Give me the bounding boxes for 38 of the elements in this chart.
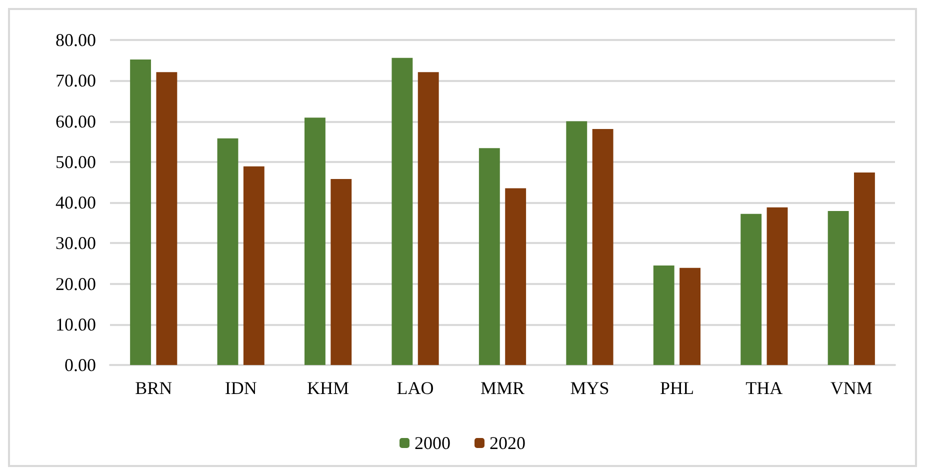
y-tick-label: 0.00 <box>64 355 96 375</box>
x-tick-label: KHM <box>307 378 350 398</box>
y-tick-label: 30.00 <box>56 233 96 254</box>
x-tick-label: BRN <box>135 378 172 398</box>
legend-label: 2020 <box>490 433 526 453</box>
y-tick-label: 40.00 <box>56 192 96 212</box>
x-tick-label: LAO <box>396 378 434 398</box>
bar <box>766 207 788 365</box>
bar <box>854 172 875 365</box>
y-tick-label: 60.00 <box>56 111 96 132</box>
bar <box>330 178 352 365</box>
bar <box>392 58 413 365</box>
bar <box>592 128 614 365</box>
x-tick-label: MMR <box>480 378 525 398</box>
bar <box>828 211 849 365</box>
bar <box>505 188 526 365</box>
legend-label: 2000 <box>414 433 450 453</box>
bar <box>156 72 178 365</box>
x-tick-label: THA <box>746 378 783 398</box>
x-tick-label: IDN <box>224 378 257 398</box>
bar <box>740 214 762 365</box>
y-tick-label: 80.00 <box>56 30 96 50</box>
bar <box>217 138 238 365</box>
y-tick-label: 50.00 <box>56 152 96 172</box>
bar <box>130 60 151 365</box>
y-tick-label: 10.00 <box>56 314 96 334</box>
bar <box>653 265 674 365</box>
bar <box>478 148 500 365</box>
bar <box>680 268 700 365</box>
x-tick-label: MYS <box>570 378 610 398</box>
y-tick-label: 20.00 <box>56 274 96 294</box>
y-tick-label: 70.00 <box>56 70 96 91</box>
x-tick-label: VNM <box>830 378 872 398</box>
bar <box>304 118 326 365</box>
x-tick-label: PHL <box>660 378 694 398</box>
bar <box>566 121 588 365</box>
bar <box>418 72 439 365</box>
bar <box>243 166 264 365</box>
